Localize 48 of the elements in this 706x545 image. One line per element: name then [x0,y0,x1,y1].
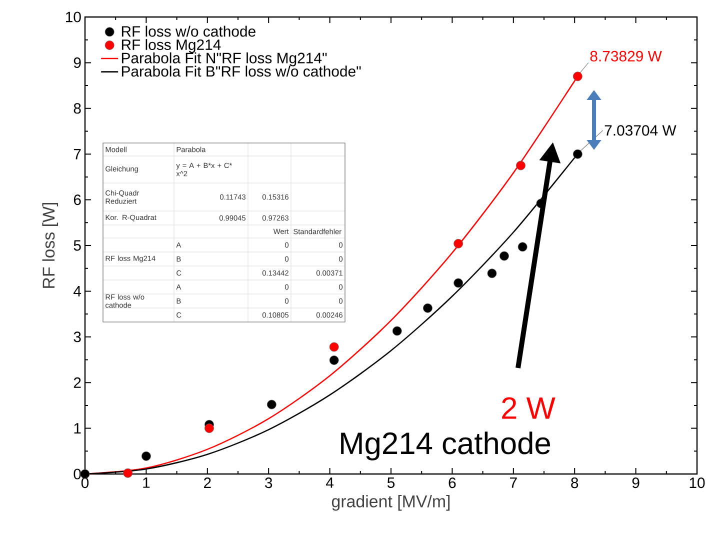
point [518,242,528,252]
y-tick-label: 9 [74,57,81,68]
point [123,468,133,478]
point [572,72,582,82]
y-tick-label: 3 [74,332,81,342]
y-tick-label: 0 [74,468,81,480]
x-tick-label: 5 [387,478,395,488]
legend-label: RF loss Mg214 [122,39,221,53]
x-tick-label: 9 [632,478,640,488]
point [204,424,214,433]
y-tick-label: 1 [74,423,81,434]
x-tick-label: 1 [143,478,150,488]
x-axis-title: gradient [MV/m] [332,494,450,511]
point [142,451,151,461]
legend-label: RF loss w/o cathode [122,26,256,37]
point [572,149,582,159]
point [423,303,432,313]
annotation: 7.03704 W [604,125,676,136]
y-tick-label: 2 [74,377,81,388]
y-tick-label: 7 [74,148,81,160]
point [516,160,526,170]
point [329,342,339,352]
point [392,326,402,336]
annotation: Mg214 cathode [341,432,550,460]
point [487,268,497,278]
point [454,238,464,248]
point [500,251,509,261]
x-tick-label: 4 [326,478,334,488]
x-tick-label: 3 [265,478,272,488]
point [454,278,464,288]
annotation: 2 W [502,397,556,419]
y-tick-label: 8 [74,103,81,114]
annotation: 8.73829 W [590,50,662,62]
x-tick-label: 6 [448,478,456,488]
x-tick-label: 10 [690,478,705,488]
y-tick-label: 5 [74,240,81,251]
x-tick-label: 0 [81,478,89,488]
legend-label: Parabola Fit N"RF loss Mg214" [122,52,327,66]
legend-label: Parabola Fit B"RF loss w/o cathode" [122,66,361,77]
point [329,356,339,365]
x-tick-label: 2 [204,478,211,488]
x-tick-label: 7 [510,478,517,488]
y-tick-label: 4 [74,286,82,296]
y-axis-title: RF loss [W] [42,202,58,288]
y-tick-label: 10 [66,12,81,22]
y-tick-label: 6 [74,194,81,206]
point [266,400,276,410]
x-tick-label: 8 [571,478,578,488]
